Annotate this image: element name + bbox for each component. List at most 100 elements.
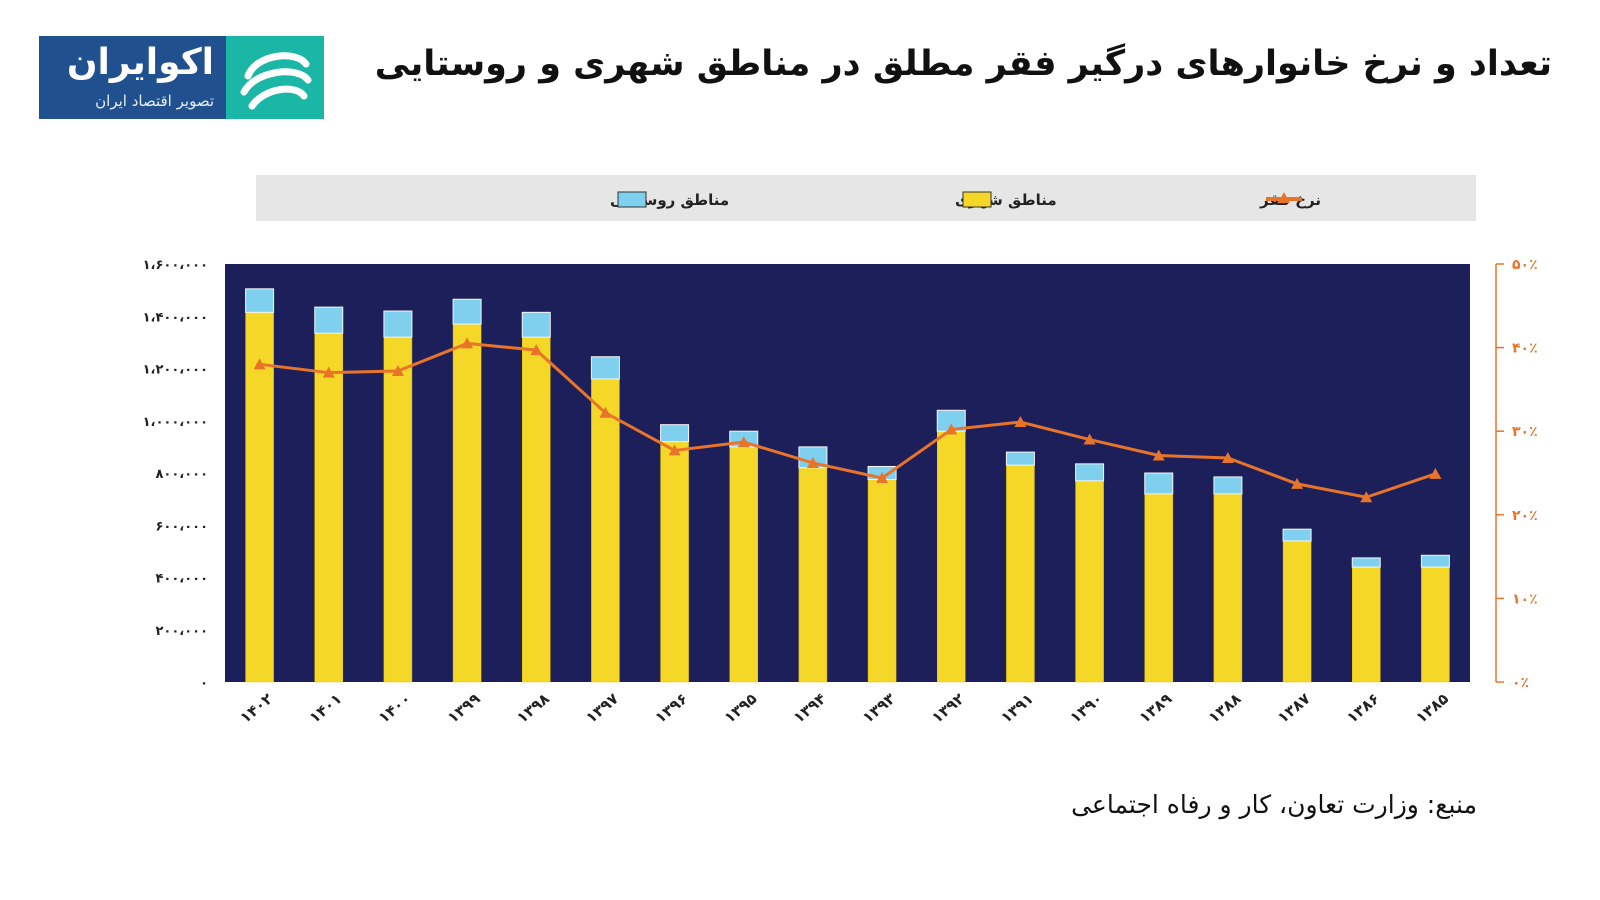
rate-point-marker xyxy=(806,456,819,468)
source-note: منبع: وزارت تعاون، کار و رفاه اجتماعی xyxy=(1071,790,1477,819)
right-tick-label: ۳۰٪ xyxy=(1512,424,1538,440)
urban-bar xyxy=(245,312,274,683)
rural-bar xyxy=(1213,476,1243,495)
urban-bar xyxy=(937,430,966,683)
rural-bar xyxy=(1144,472,1174,495)
right-tick-label: ۱۰٪ xyxy=(1512,591,1538,607)
x-tick-label: ۱۳۹۹ xyxy=(444,690,484,727)
urban-bar xyxy=(798,467,828,683)
x-tick-label: ۱۴۰۰ xyxy=(375,690,415,727)
right-tick-label: ۲۰٪ xyxy=(1512,508,1538,524)
x-tick-label: ۱۳۹۸ xyxy=(513,690,553,727)
legend-swatch xyxy=(617,191,647,208)
urban-bar xyxy=(314,332,343,683)
rate-point-marker xyxy=(1083,433,1096,445)
rural-bar xyxy=(1075,463,1105,482)
x-tick-label: ۱۴۰۲ xyxy=(237,690,277,727)
left-tick-label: ۱،۴۰۰،۰۰۰ xyxy=(143,310,208,325)
urban-bar xyxy=(1282,540,1312,683)
rate-point-marker xyxy=(599,406,612,418)
x-tick-label: ۱۳۹۷ xyxy=(582,690,622,727)
urban-bar xyxy=(591,378,620,683)
urban-bar xyxy=(1421,566,1450,683)
rate-point-marker xyxy=(1291,477,1304,489)
rate-point-marker xyxy=(391,365,404,377)
urban-bar xyxy=(867,479,897,683)
x-tick-label: ۱۳۹۶ xyxy=(652,690,692,727)
rate-point-marker xyxy=(1221,451,1234,463)
x-tick-label: ۱۳۸۷ xyxy=(1274,690,1314,727)
x-tick-label: ۱۳۹۴ xyxy=(790,690,830,727)
left-tick-label: ۰ xyxy=(200,676,208,691)
rural-bar xyxy=(1420,554,1450,568)
logo-name: اکوایران xyxy=(66,42,214,83)
ecoiran-logo: اکوایران تصویر اقتصاد ایران xyxy=(39,36,324,119)
x-tick-label: ۱۳۹۳ xyxy=(859,690,899,727)
rural-bar xyxy=(1282,528,1312,542)
urban-bar xyxy=(660,441,689,683)
rate-point-marker xyxy=(945,423,958,435)
urban-bar xyxy=(1006,464,1035,683)
urban-bar xyxy=(1144,493,1173,683)
legend-marker xyxy=(1278,192,1290,203)
right-tick-label: ۵۰٪ xyxy=(1512,257,1538,273)
bar-series xyxy=(245,288,1450,683)
urban-bar xyxy=(383,336,413,683)
urban-bar xyxy=(1213,493,1243,683)
rate-point-marker xyxy=(668,444,681,456)
legend-swatch xyxy=(962,191,992,208)
left-tick-label: ۱،۰۰۰،۰۰۰ xyxy=(143,415,208,430)
left-tick-label: ۱،۲۰۰،۰۰۰ xyxy=(143,363,208,378)
right-y-axis: ۰٪ ۱۰٪ ۲۰٪ ۳۰٪ ۴۰٪ ۵۰٪ xyxy=(1496,257,1538,691)
rate-point-marker xyxy=(1360,491,1373,503)
right-tick-label: ۰٪ xyxy=(1512,675,1529,691)
rate-point-marker xyxy=(1152,449,1165,461)
rate-line-series xyxy=(253,337,1442,503)
rate-point-marker xyxy=(322,366,335,378)
x-tick-label: ۱۳۸۹ xyxy=(1136,690,1176,727)
left-tick-label: ۴۰۰،۰۰۰ xyxy=(155,572,208,587)
rate-point-marker xyxy=(530,344,543,356)
left-tick-label: ۸۰۰،۰۰۰ xyxy=(155,467,208,482)
x-tick-label: ۱۳۹۱ xyxy=(997,690,1037,727)
rate-point-marker xyxy=(1014,416,1027,428)
rate-line xyxy=(259,341,1436,499)
rural-bar xyxy=(452,298,482,325)
x-tick-label: ۱۳۸۸ xyxy=(1205,690,1245,727)
x-axis-labels: ۱۴۰۲ ۱۴۰۱ ۱۴۰۰ ۱۳۹۹ ۱۳۹۸ ۱۳۹۷ ۱۳۹۶ ۱۳۹۵ ۱۳۹۴ ۱۳۹۳… xyxy=(237,690,1452,727)
rural-bar xyxy=(314,306,344,334)
left-tick-label: ۶۰۰،۰۰۰ xyxy=(155,519,208,534)
rural-bar xyxy=(660,424,690,443)
left-tick-label: ۱،۶۰۰،۰۰۰ xyxy=(143,258,208,273)
page-title: تعداد و نرخ خانوارهای درگیر فقر مطلق در … xyxy=(374,44,1552,84)
x-tick-label: ۱۳۹۵ xyxy=(721,690,761,727)
rural-bar xyxy=(590,356,620,380)
urban-bar xyxy=(729,446,758,683)
rate-point-marker xyxy=(876,472,889,484)
logo-mark-icon xyxy=(226,36,324,119)
rural-bar xyxy=(245,288,275,313)
x-tick-label: ۱۳۹۲ xyxy=(928,690,968,727)
x-tick-label: ۱۳۸۵ xyxy=(1412,690,1452,727)
urban-bar xyxy=(522,336,551,683)
logo-tagline: تصویر اقتصاد ایران xyxy=(95,92,214,110)
rate-point-marker xyxy=(461,337,474,349)
left-y-axis: ۰ ۲۰۰،۰۰۰ ۴۰۰،۰۰۰ ۶۰۰،۰۰۰ ۸۰۰،۰۰۰ ۱،۰۰۰،۰۰۰ ۱،… xyxy=(143,258,208,691)
rate-point-marker xyxy=(1429,467,1442,479)
x-tick-label: ۱۴۰۱ xyxy=(306,690,346,727)
rate-point-marker xyxy=(737,436,750,448)
rural-bar xyxy=(521,311,551,338)
rate-point-marker xyxy=(253,358,266,370)
plot-area xyxy=(225,264,1470,682)
urban-bar xyxy=(1075,480,1104,683)
left-tick-label: ۲۰۰،۰۰۰ xyxy=(155,624,208,639)
urban-bar xyxy=(452,323,482,683)
right-tick-label: ۴۰٪ xyxy=(1512,341,1538,357)
urban-bar xyxy=(1352,566,1381,683)
rural-bar xyxy=(1005,451,1035,466)
rural-bar xyxy=(1351,557,1381,568)
logo-text-block: اکوایران تصویر اقتصاد ایران xyxy=(39,36,226,119)
x-tick-label: ۱۳۹۰ xyxy=(1067,690,1107,727)
